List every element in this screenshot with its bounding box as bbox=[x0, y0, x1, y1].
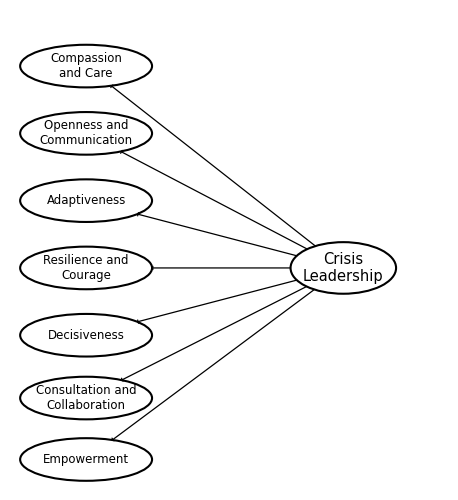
Text: Compassion
and Care: Compassion and Care bbox=[50, 52, 122, 80]
Text: Empowerment: Empowerment bbox=[43, 453, 129, 466]
Text: Openness and
Communication: Openness and Communication bbox=[39, 120, 133, 148]
Text: Consultation and
Collaboration: Consultation and Collaboration bbox=[36, 384, 136, 412]
Text: Adaptiveness: Adaptiveness bbox=[46, 194, 126, 207]
Text: Crisis
Leadership: Crisis Leadership bbox=[303, 252, 384, 284]
Text: Resilience and
Courage: Resilience and Courage bbox=[44, 254, 129, 282]
Text: Decisiveness: Decisiveness bbox=[48, 328, 125, 342]
